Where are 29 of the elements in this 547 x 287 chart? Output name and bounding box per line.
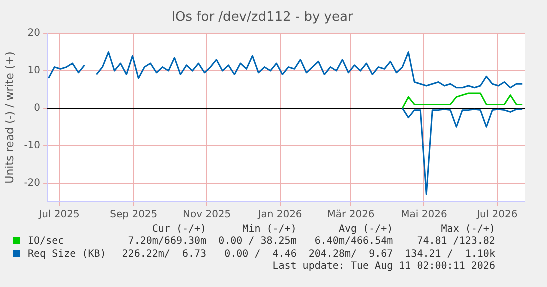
text: 6.40m/466.54m: [314, 235, 394, 248]
x-tick-label: Jul 2026: [476, 210, 518, 221]
text: 7.20m/669.30m: [127, 235, 208, 248]
text: Avg (-/+): [338, 224, 394, 235]
legend-label: Req Size (KB): [27, 248, 108, 261]
x-tick-label: Sep 2025: [110, 210, 158, 221]
text: 74.81 /123.82: [416, 235, 496, 248]
y-tick-label: 10: [28, 66, 41, 77]
text: 0.00 / 38.25m: [218, 235, 298, 248]
text: Last update: Tue Aug 11 02:00:11 2026: [272, 261, 496, 272]
y-tick-label: -10: [24, 140, 41, 152]
y-tick-label: 0: [34, 103, 41, 114]
text: 226.22m/ 6.73: [121, 248, 208, 261]
text: 134.21 / 1.10k: [404, 248, 496, 261]
x-tick-label: Jul 2025: [38, 210, 80, 221]
text: Min (-/+): [242, 224, 298, 235]
x-tick-label: Jan 2026: [257, 210, 302, 221]
text: Cur (-/+): [151, 224, 208, 235]
text: Max (-/+): [440, 224, 496, 235]
y-axis-title: Units read (-) / write (+): [3, 52, 16, 184]
x-tick-label: Nov 2025: [183, 210, 232, 221]
y-tick-label: -20: [24, 178, 41, 189]
chart-title: IOs for /dev/zd112 - by year: [172, 10, 354, 26]
x-tick-label: Mai 2026: [401, 210, 448, 221]
text: 0.00 / 4.46: [224, 248, 298, 261]
x-tick-label: Mär 2026: [327, 210, 375, 221]
text: 204.28m/ 9.67: [308, 248, 394, 261]
y-tick-label: 20: [28, 28, 41, 40]
legend-label: IO/sec: [27, 235, 66, 248]
